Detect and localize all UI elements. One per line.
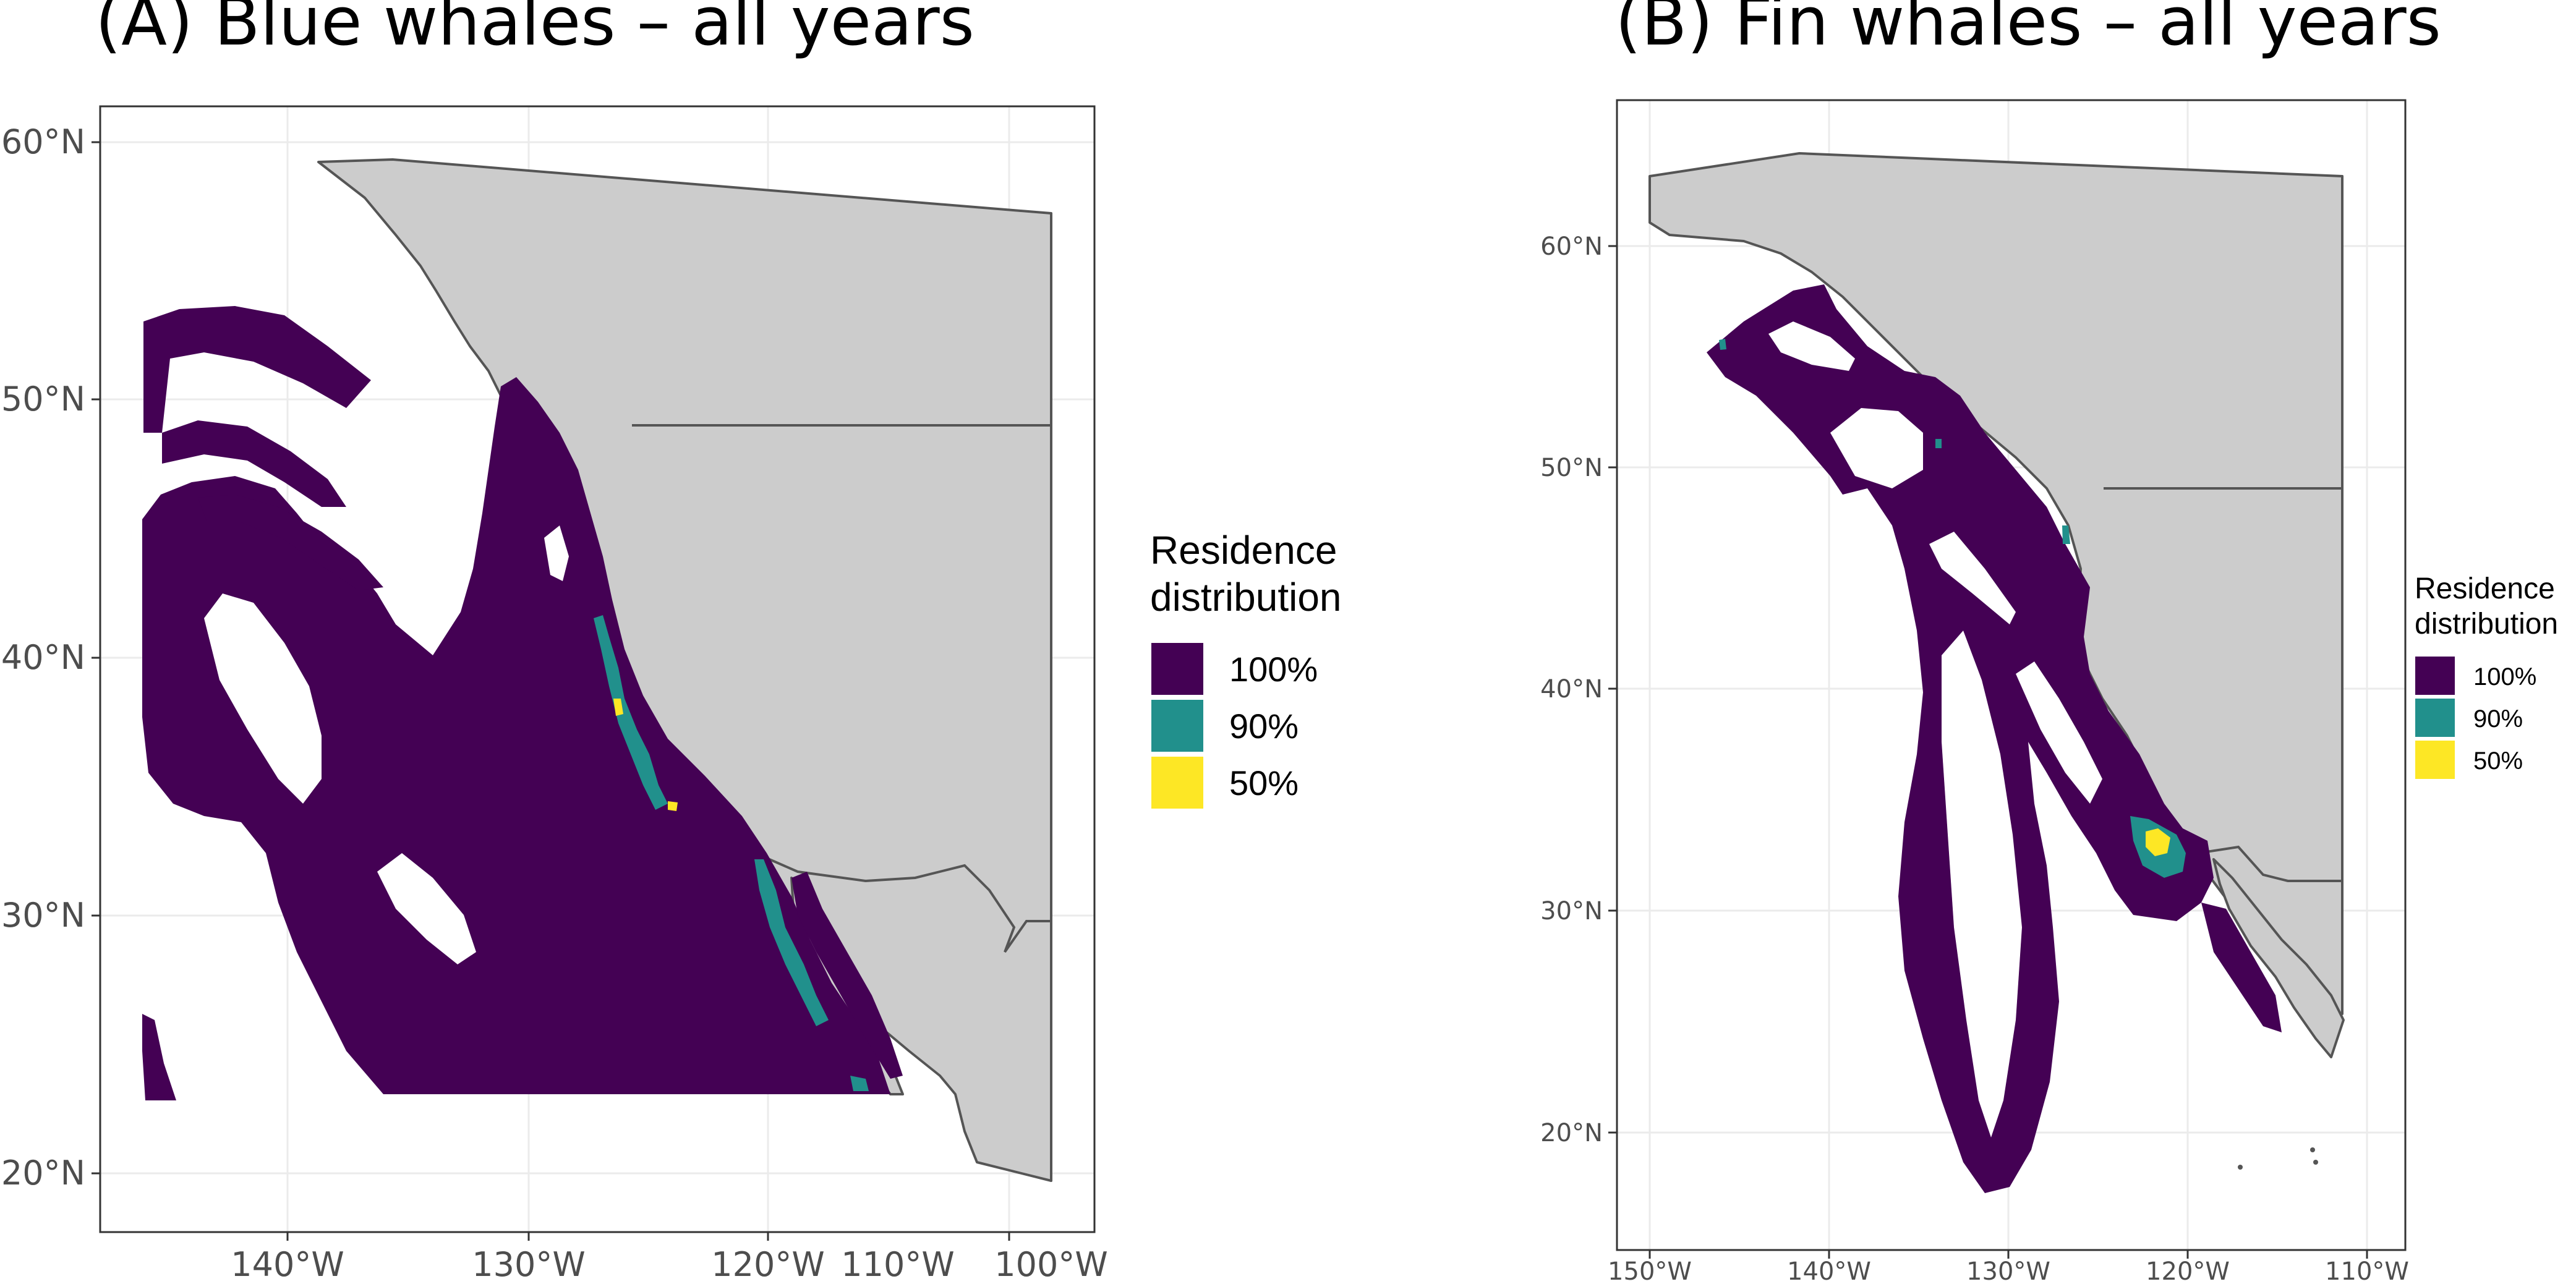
panel-b-legend-label-100: 100% [2473, 663, 2536, 691]
panel-a-x-tick-label: 100°W [994, 1245, 1107, 1284]
panel-a-residence-50 [613, 699, 678, 811]
panel-a-x-tick-label: 120°W [711, 1245, 824, 1284]
panel-b-x-tick-label: 150°W [1608, 1257, 1692, 1284]
panel-a-residence-100 [142, 306, 903, 1100]
panel-b-gap-west [1942, 631, 2022, 1137]
panel-a-y-tick-label: 60°N [1, 122, 85, 161]
panel-a-y-axis: 60°N 50°N 40°N 30°N 20°N [1, 122, 100, 1193]
panel-b-gap-north [1768, 321, 1855, 371]
panel-a-y-tick-label: 20°N [1, 1154, 85, 1193]
panel-a-legend-swatch-50 [1151, 757, 1203, 809]
panel-b-gap-east [2016, 661, 2102, 804]
panel-b-gap-mid [1830, 408, 1923, 488]
panel-a-residence-100-north-arc [143, 306, 371, 433]
panel-b-border-mexico [2198, 845, 2342, 882]
panel-a-legend: Residence distribution 100% 90% 50% [1150, 528, 1342, 809]
panel-a-border-mexico [748, 849, 1051, 953]
panel-a-x-tick-label: 110°W [841, 1245, 954, 1284]
panel-b-x-tick-label: 130°W [1966, 1257, 2050, 1284]
panel-b-legend: Residence distribution 100% 90% 50% [2415, 572, 2558, 779]
panel-a-residence-100-mid-band [198, 495, 383, 590]
panel-a-title: (A) Blue whales – all years [95, 0, 975, 61]
panel-b-legend-title: distribution [2415, 608, 2558, 640]
panel-a-gap-south [377, 853, 476, 964]
panel-a-residence-100-south-lobe [142, 1014, 176, 1100]
panel-b-legend-label-50: 50% [2473, 747, 2523, 775]
panel-a-gaps [204, 525, 569, 964]
panel-b-legend-swatch-100 [2415, 657, 2455, 695]
panel-a-y-tick-label: 50°N [1, 380, 85, 419]
panel-b-legend-swatch-90 [2415, 699, 2455, 737]
panel-b-y-tick-label: 20°N [1540, 1119, 1603, 1147]
panel-a-x-tick-label: 130°W [472, 1245, 585, 1284]
panel-a-x-axis: 140°W 130°W 120°W 110°W 100°W [231, 1232, 1108, 1284]
panel-b-x-axis: 150°W 140°W 130°W 120°W 110°W [1608, 1250, 2409, 1284]
panel-a-legend-title: Residence [1150, 528, 1337, 572]
panel-b-legend-label-90: 90% [2473, 705, 2523, 733]
panel-a: (A) Blue whales – all years [1, 0, 1342, 1284]
panel-b-y-tick-label: 60°N [1540, 232, 1603, 261]
panel-b-islands [2238, 1147, 2318, 1170]
panel-a-residence-100-north-band [162, 420, 346, 507]
panel-a-residence-100-baja-channel [791, 872, 903, 1079]
panel-a-legend-label-50: 50% [1229, 763, 1299, 802]
panel-a-gap-east [544, 525, 569, 581]
panel-b-y-tick-label: 50°N [1540, 454, 1603, 482]
panel-b-title: (B) Fin whales – all years [1615, 0, 2441, 61]
panel-b-y-tick-label: 30°N [1540, 897, 1603, 925]
panel-a-residence-90 [594, 615, 869, 1091]
panel-a-legend-label-90: 90% [1229, 707, 1299, 746]
panel-b-residence-100-south-lobe [2201, 903, 2282, 1032]
panel-b-baja [2212, 858, 2345, 1058]
panel-b-gap-strip [1929, 532, 2016, 624]
panel-a-gap-west [204, 593, 322, 804]
panel-b-x-tick-label: 120°W [2146, 1257, 2230, 1284]
panel-a-legend-swatch-90 [1151, 700, 1203, 752]
panel-b: (B) Fin whales – all years [1540, 0, 2558, 1284]
panel-b-y-axis: 60°N 50°N 40°N 30°N 20°N [1540, 232, 1617, 1147]
panel-b-legend-title: Residence [2415, 572, 2555, 605]
panel-a-x-tick-label: 140°W [231, 1245, 344, 1284]
panel-a-frame [99, 105, 1096, 1233]
panel-b-x-tick-label: 110°W [2325, 1257, 2409, 1284]
panel-b-gaps [1768, 321, 2102, 1137]
panel-a-legend-swatch-100 [1151, 643, 1203, 695]
panel-a-legend-title: distribution [1150, 575, 1342, 619]
panel-a-y-tick-label: 40°N [1, 638, 85, 677]
panel-b-frame [1616, 99, 2407, 1251]
panel-a-y-tick-label: 30°N [1, 896, 85, 935]
panel-b-x-tick-label: 140°W [1787, 1257, 1871, 1284]
panel-b-legend-swatch-50 [2415, 741, 2455, 779]
panel-b-residence-50 [2146, 828, 2170, 856]
panel-b-y-tick-label: 40°N [1540, 675, 1603, 704]
panel-a-legend-label-100: 100% [1229, 650, 1318, 689]
